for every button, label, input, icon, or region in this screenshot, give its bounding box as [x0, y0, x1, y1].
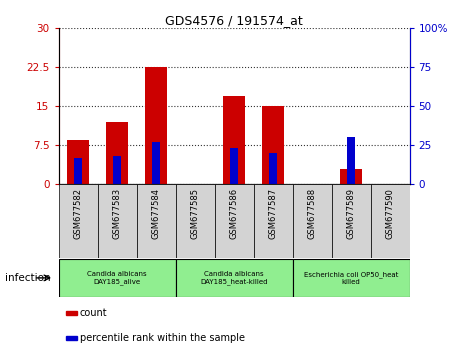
Bar [153, 142, 159, 184]
Text: GSM677587: GSM677587 [269, 188, 278, 239]
Text: infection: infection [4, 273, 50, 283]
Bar [113, 156, 121, 184]
Bar [347, 137, 355, 184]
Bar [68, 140, 89, 184]
Text: Candida albicans
DAY185_alive: Candida albicans DAY185_alive [87, 271, 147, 285]
Text: GSM677586: GSM677586 [230, 188, 238, 239]
Bar [145, 67, 166, 184]
Text: GSM677590: GSM677590 [386, 188, 395, 239]
Bar [75, 158, 81, 184]
FancyBboxPatch shape [136, 184, 176, 258]
Text: GSM677585: GSM677585 [190, 188, 199, 239]
FancyBboxPatch shape [253, 184, 292, 258]
Bar [340, 169, 362, 184]
FancyBboxPatch shape [332, 184, 370, 258]
FancyBboxPatch shape [370, 184, 410, 258]
Bar [223, 96, 245, 184]
Text: GSM677588: GSM677588 [307, 188, 316, 239]
FancyBboxPatch shape [215, 184, 253, 258]
Bar [270, 153, 276, 184]
Text: count: count [80, 308, 107, 318]
Text: Escherichia coli OP50_heat
killed: Escherichia coli OP50_heat killed [304, 271, 398, 285]
FancyBboxPatch shape [292, 184, 332, 258]
Text: GSM677583: GSM677583 [112, 188, 122, 239]
FancyBboxPatch shape [176, 184, 215, 258]
Bar [106, 122, 128, 184]
Bar [66, 311, 77, 315]
FancyBboxPatch shape [98, 184, 136, 258]
Title: GDS4576 / 191574_at: GDS4576 / 191574_at [165, 14, 303, 27]
Text: Candida albicans
DAY185_heat-killed: Candida albicans DAY185_heat-killed [200, 271, 268, 285]
FancyBboxPatch shape [58, 184, 98, 258]
FancyBboxPatch shape [292, 259, 410, 297]
FancyBboxPatch shape [176, 259, 292, 297]
Bar [262, 106, 284, 184]
Text: GSM677584: GSM677584 [152, 188, 161, 239]
Text: GSM677589: GSM677589 [346, 188, 356, 239]
Bar [66, 336, 77, 340]
Bar [230, 148, 238, 184]
Text: percentile rank within the sample: percentile rank within the sample [80, 333, 244, 343]
FancyBboxPatch shape [58, 259, 176, 297]
Text: GSM677582: GSM677582 [73, 188, 82, 239]
